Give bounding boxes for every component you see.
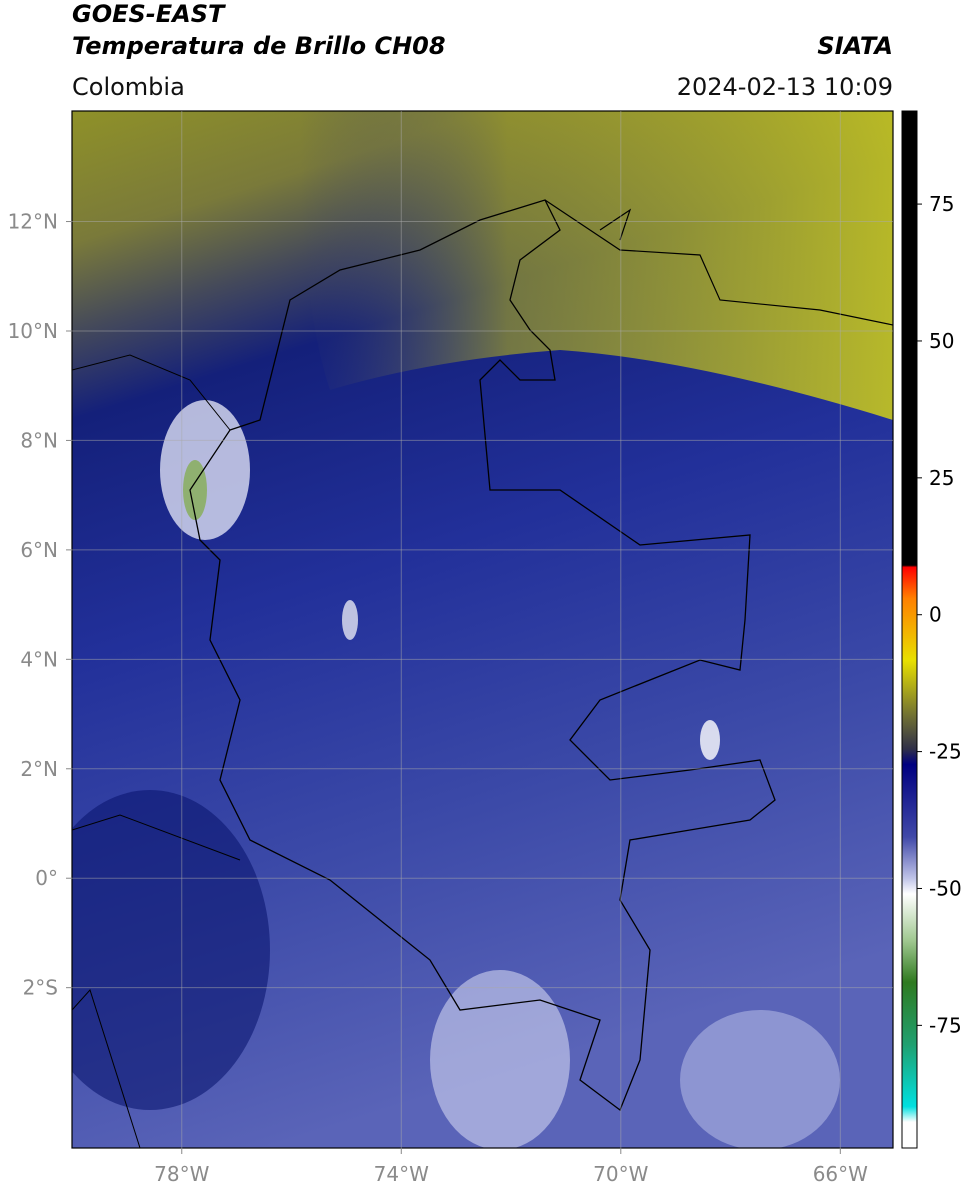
colorbar-tick-label: 75 — [929, 192, 954, 216]
map-frame — [71, 110, 894, 1149]
lat-tick-label: 2°S — [23, 976, 58, 1000]
lat-tick-label: 0° — [35, 866, 58, 890]
lon-tick-label: 70°W — [593, 1162, 648, 1186]
region: Colombia — [72, 73, 185, 101]
satellite-image — [72, 111, 893, 1148]
colorbar-tick-label: -50 — [929, 876, 962, 900]
lon-tick-label: 74°W — [374, 1162, 429, 1186]
lat-tick-label: 4°N — [20, 647, 58, 671]
datetime: 2024-02-13 10:09 — [677, 73, 893, 101]
lon-tick-label: 78°W — [154, 1162, 209, 1186]
colorbar-tick-label: -25 — [929, 740, 962, 764]
colorbar-tick-label: -75 — [929, 1013, 962, 1037]
lon-tick-label: 66°W — [813, 1162, 868, 1186]
lat-tick-label: 8°N — [20, 428, 58, 452]
subtitle: Temperatura de Brillo CH08 — [72, 32, 446, 60]
colorbar-tick-label: 50 — [929, 329, 954, 353]
colorbar-tick-label: 0 — [929, 603, 942, 627]
lat-tick-label: 2°N — [20, 757, 58, 781]
title: GOES-EAST — [72, 0, 226, 28]
source: SIATA — [817, 32, 893, 60]
colorbar-tick-label: 25 — [929, 466, 954, 490]
lat-tick-label: 6°N — [20, 538, 58, 562]
colorbar — [901, 110, 918, 1149]
lat-tick-label: 10°N — [8, 319, 58, 343]
lat-tick-label: 12°N — [8, 210, 58, 234]
